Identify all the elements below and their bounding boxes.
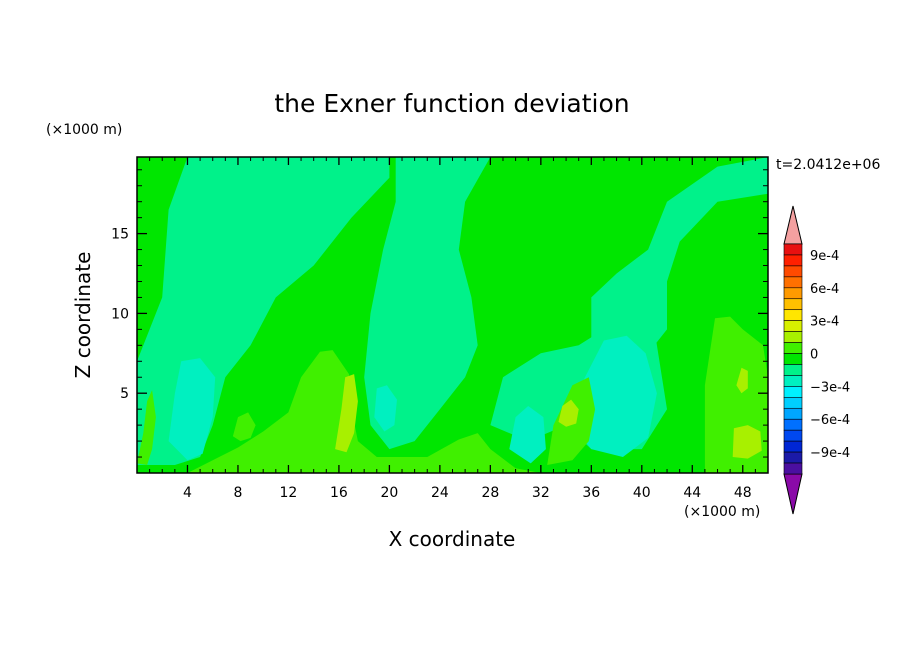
colorbar-band	[783, 243, 803, 256]
contour-region	[736, 367, 748, 394]
y-axis: 5 10 15	[111, 169, 768, 458]
x-tick-label: 36	[582, 485, 600, 501]
contour-region	[591, 157, 768, 378]
colorbar-band	[783, 418, 803, 431]
colorbar-band	[783, 287, 803, 300]
contour-region	[232, 412, 256, 442]
contour-region	[335, 374, 358, 453]
contour-region	[374, 385, 397, 432]
contour-field	[137, 157, 768, 473]
colorbar-band	[783, 320, 803, 332]
colorbar-under-triangle	[783, 473, 803, 515]
colorbar-band	[783, 451, 803, 464]
x-tick-label: 48	[734, 485, 752, 501]
colorbar-band	[783, 440, 803, 453]
y-tick-label: 15	[111, 227, 129, 243]
x-tick-label: 40	[633, 485, 651, 501]
colorbar: 9e-4 6e-4 3e-4 0 −3e-4 −6e-4 −9e-4	[783, 205, 850, 515]
x-tick-label: 4	[183, 485, 192, 501]
colorbar-label: −9e-4	[810, 446, 850, 461]
colorbar-band	[783, 298, 803, 311]
colorbar-label: 6e-4	[810, 282, 839, 297]
contour-region	[509, 406, 546, 464]
colorbar-over-triangle	[783, 205, 803, 245]
contour-region	[187, 350, 541, 473]
colorbar-label: −6e-4	[810, 413, 850, 428]
contour-region	[364, 157, 491, 450]
contour-region	[558, 399, 579, 427]
x-tick-label: 32	[532, 485, 550, 501]
y-axis-label: Z coordinate	[71, 252, 95, 379]
x-tick-label: 24	[431, 485, 449, 501]
x-tick-label: 16	[330, 485, 348, 501]
colorbar-band	[783, 429, 803, 442]
colorbar-band	[783, 364, 803, 376]
colorbar-band	[783, 265, 803, 278]
chart-title: the Exner function deviation	[274, 89, 629, 118]
colorbar-band	[783, 276, 803, 289]
contour-region	[137, 390, 156, 465]
colorbar-band	[783, 254, 803, 267]
time-label: t=2.0412e+06	[776, 157, 880, 173]
colorbar-label: 3e-4	[810, 315, 839, 330]
colorbar-label: 0	[810, 348, 818, 363]
colorbar-band	[783, 309, 803, 321]
x-axis-unit: (×1000 m)	[684, 504, 760, 520]
y-tick-label: 5	[120, 386, 129, 402]
colorbar-band	[783, 397, 803, 409]
colorbar-band	[783, 375, 803, 387]
colorbar-band	[783, 342, 803, 354]
x-tick-label: 8	[233, 485, 242, 501]
colorbar-band	[783, 462, 803, 475]
x-tick-label: 28	[481, 485, 499, 501]
colorbar-band	[783, 353, 803, 365]
x-axis: 4 8 12 16 20 24 28 32 36 40 44 48	[149, 157, 756, 501]
colorbar-label: 9e-4	[810, 249, 839, 264]
colorbar-label: −3e-4	[810, 380, 850, 395]
contour-region	[168, 358, 216, 461]
x-axis-label: X coordinate	[389, 527, 516, 551]
contour-region	[732, 425, 762, 459]
colorbar-band	[783, 331, 803, 343]
x-tick-label: 20	[380, 485, 398, 501]
colorbar-band	[783, 407, 803, 420]
x-tick-label: 12	[280, 485, 298, 501]
x-tick-label: 44	[683, 485, 701, 501]
y-tick-label: 10	[111, 306, 129, 322]
y-axis-unit: (×1000 m)	[46, 122, 122, 138]
colorbar-band	[783, 386, 803, 398]
